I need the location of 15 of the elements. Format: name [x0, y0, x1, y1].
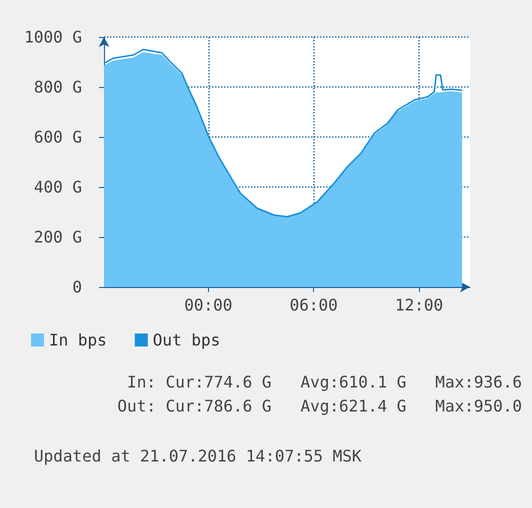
text: Updated at 21.07.2016 14:07:55 MSK — [34, 446, 362, 466]
x-tick-label: 12:00 — [394, 296, 444, 314]
y-tick-label: 1000 G — [24, 28, 82, 46]
y-tick-label: 800 G — [34, 78, 82, 96]
x-tick-label: 06:00 — [290, 296, 338, 314]
legend-label: Out bps — [152, 330, 220, 350]
y-tick-label: 0 — [72, 278, 82, 296]
y-tick-label: 600 G — [34, 128, 82, 146]
text: Out: Cur:786.6 G Avg:621.4 G Max:950.0 — [117, 396, 522, 416]
legend-label: In bps — [49, 330, 107, 350]
y-tick-label: 200 G — [34, 228, 82, 246]
line-series — [103, 48, 463, 218]
x-tick-label: 00:00 — [184, 296, 232, 314]
text: In: Cur:774.6 G Avg:610.1 G Max:936.6 — [127, 372, 522, 392]
y-tick-label: 400 G — [34, 178, 82, 196]
